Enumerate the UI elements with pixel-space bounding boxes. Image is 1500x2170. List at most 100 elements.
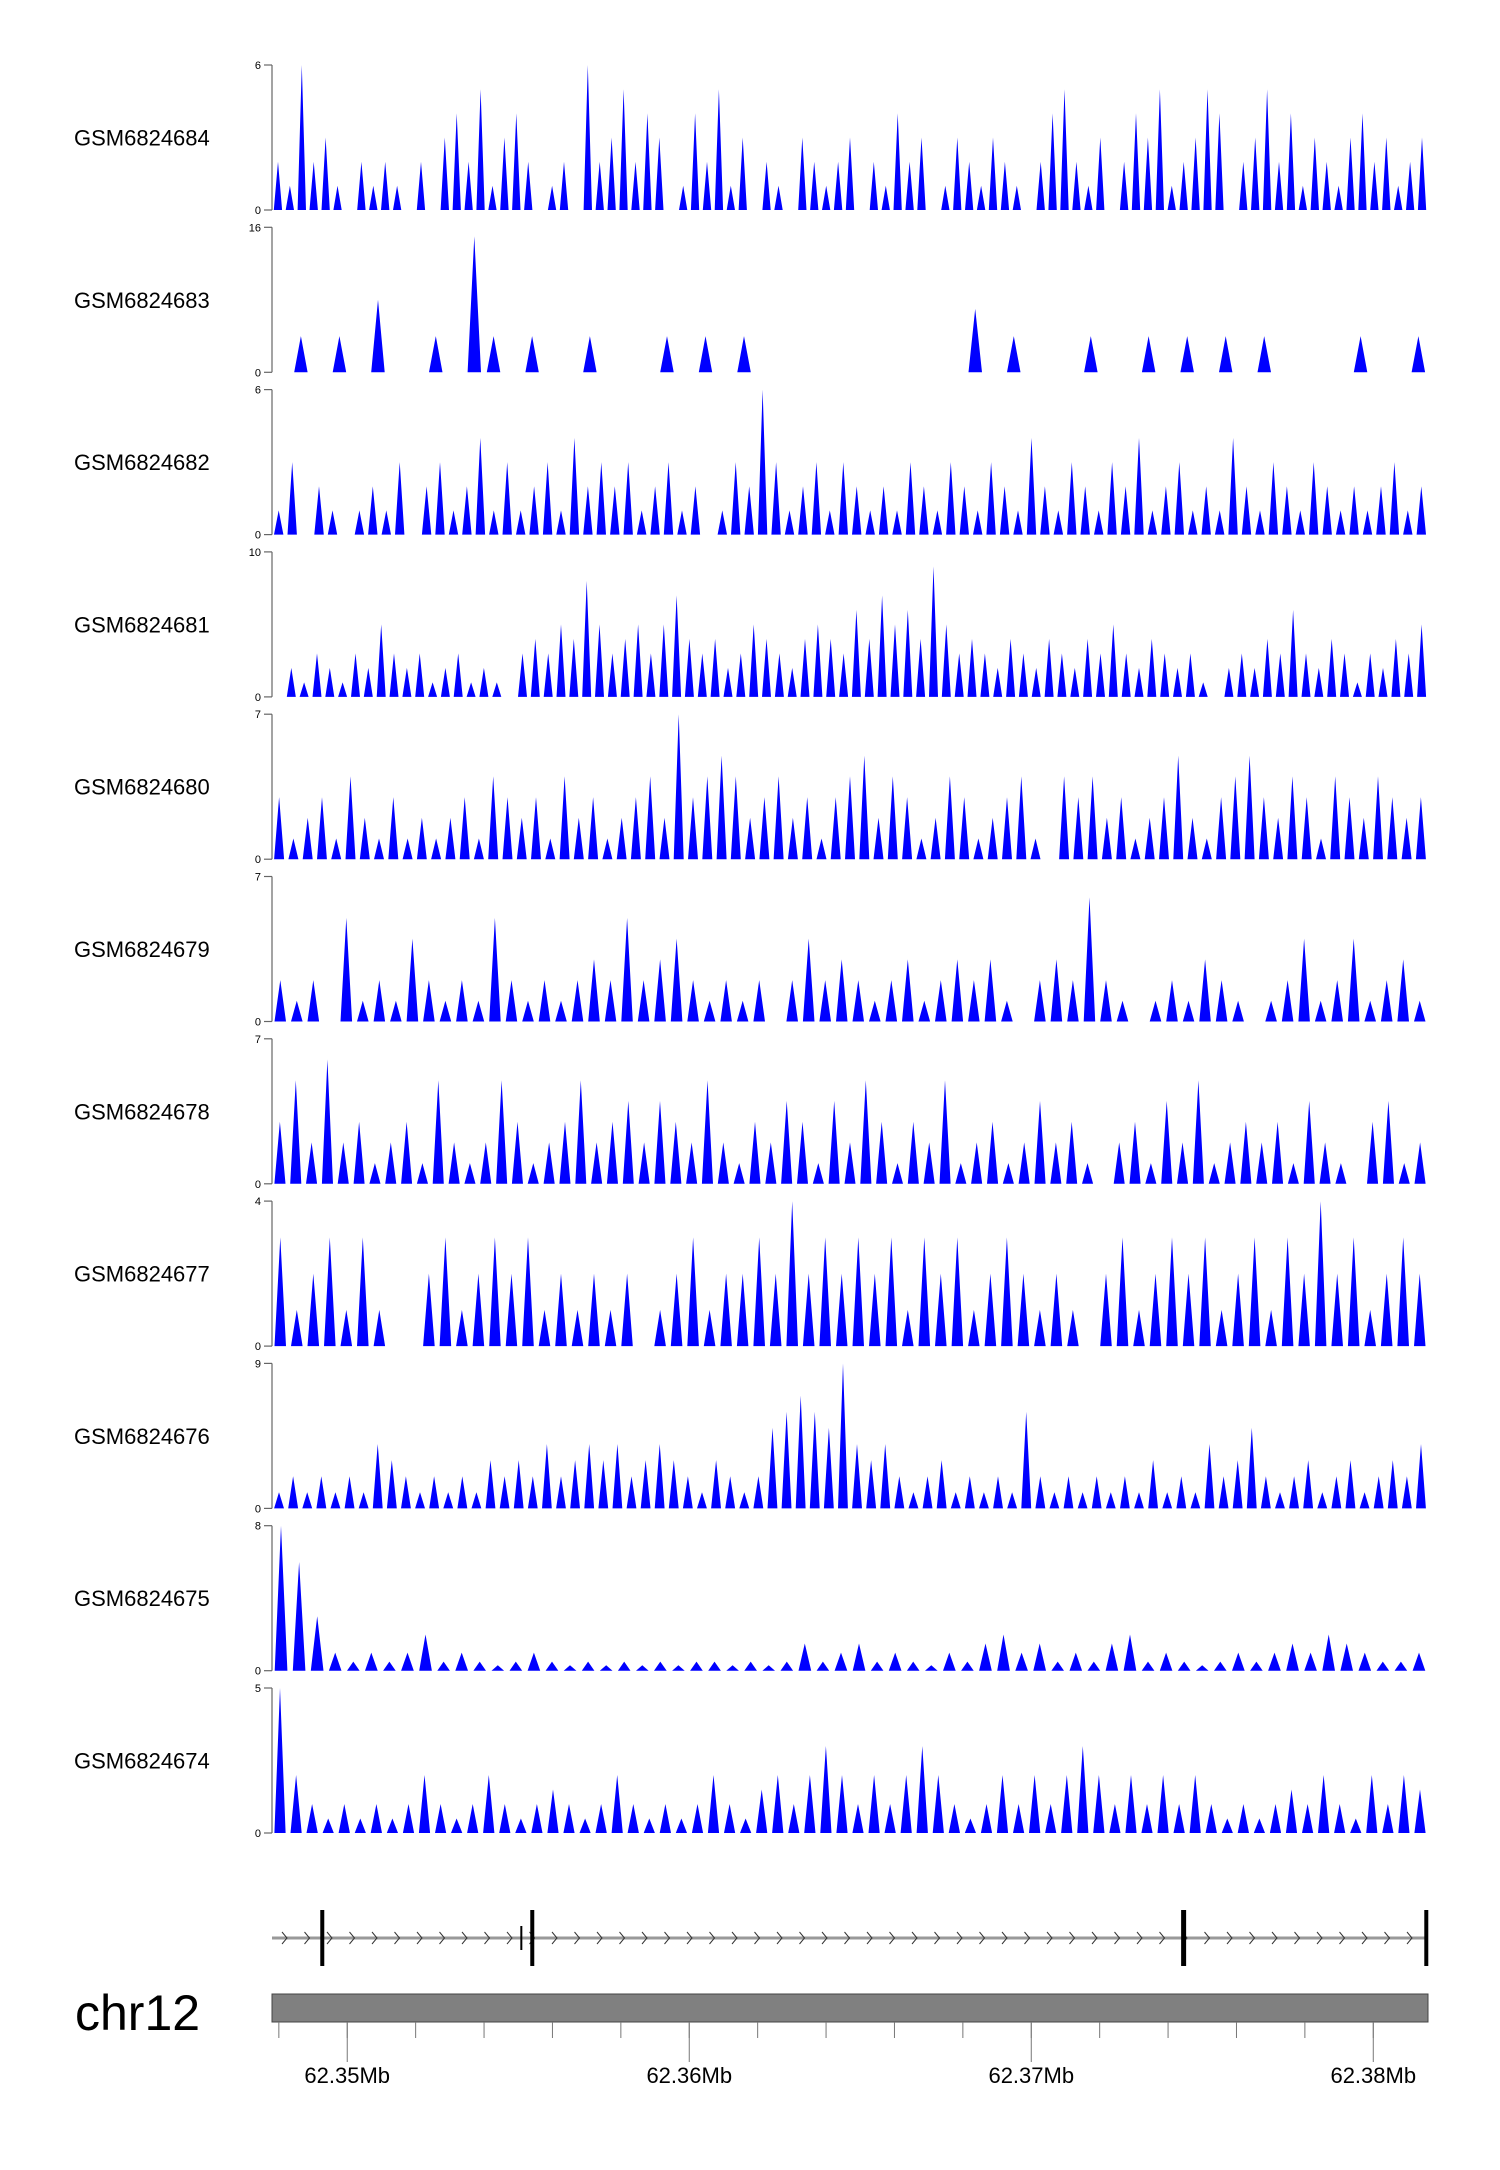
strand-arrow-icon (349, 1931, 356, 1945)
strand-arrow-icon (416, 1931, 423, 1945)
track-GSM6824674: GSM6824674 5 0 (74, 1683, 1428, 1840)
y-min-label: 0 (255, 1503, 261, 1515)
y-min-label: 0 (255, 1828, 261, 1840)
strand-arrow-icon (1091, 1931, 1098, 1945)
track-GSM6824679: GSM6824679 7 0 (74, 872, 1428, 1029)
y-max-label: 9 (255, 1358, 261, 1370)
coverage-area (272, 389, 1428, 535)
strand-arrow-icon (1406, 1931, 1413, 1945)
y-max-label: 4 (255, 1196, 261, 1208)
track-GSM6824683: GSM6824683 16 0 (74, 222, 1428, 379)
coverage-area (272, 236, 1428, 373)
track-label: GSM6824681 (74, 612, 210, 637)
gene-model-track (272, 1910, 1429, 1966)
track-GSM6824680: GSM6824680 7 0 (74, 709, 1428, 866)
chromosome-axis: chr12 62.35Mb 62.36Mb 62.37Mb 62.38Mb (75, 1985, 1429, 2088)
track-label: GSM6824682 (74, 450, 210, 475)
strand-arrow-icon (641, 1931, 648, 1945)
exon-mark (1181, 1910, 1187, 1966)
strand-arrow-icon (1226, 1931, 1233, 1945)
coverage-tracks: GSM682468460GSM6824683160GSM682468260GSM… (74, 60, 1428, 1840)
y-min-label: 0 (255, 692, 261, 704)
chromosome-label: chr12 (75, 1985, 200, 2041)
y-min-label: 0 (255, 1017, 261, 1029)
strand-arrow-icon (439, 1931, 446, 1945)
strand-arrow-icon (731, 1931, 738, 1945)
y-max-label: 7 (255, 1034, 261, 1046)
strand-arrow-icon (889, 1931, 896, 1945)
strand-arrow-icon (304, 1931, 311, 1945)
strand-arrow-icon (1204, 1931, 1211, 1945)
strand-arrow-icon (1361, 1931, 1368, 1945)
strand-arrow-icon (844, 1931, 851, 1945)
track-label: GSM6824684 (74, 126, 210, 151)
strand-arrow-icon (326, 1931, 333, 1945)
x-tick-label: 62.35Mb (304, 2063, 390, 2088)
y-min-label: 0 (255, 205, 261, 217)
track-label: GSM6824678 (74, 1099, 210, 1124)
strand-arrow-icon (1069, 1931, 1076, 1945)
strand-arrow-icon (1316, 1931, 1323, 1945)
strand-arrow-icon (821, 1931, 828, 1945)
track-GSM6824677: GSM6824677 4 0 (74, 1196, 1428, 1353)
strand-arrow-icon (866, 1931, 873, 1945)
strand-arrow-icon (484, 1931, 491, 1945)
track-GSM6824675: GSM6824675 8 0 (74, 1521, 1428, 1678)
track-GSM6824681: GSM6824681 10 0 (74, 547, 1428, 704)
coverage-area (272, 1688, 1428, 1833)
strand-arrow-icon (1159, 1931, 1166, 1945)
strand-arrow-icon (371, 1931, 378, 1945)
coverage-area (272, 1059, 1428, 1184)
track-label: GSM6824679 (74, 937, 210, 962)
x-tick-label: 62.36Mb (646, 2063, 732, 2088)
strand-arrow-icon (506, 1931, 513, 1945)
strand-arrow-icon (1001, 1931, 1008, 1945)
coverage-area (272, 65, 1428, 210)
track-GSM6824684: GSM6824684 6 0 (74, 60, 1428, 217)
strand-arrow-icon (461, 1931, 468, 1945)
strand-arrow-icon (596, 1931, 603, 1945)
strand-arrow-icon (1249, 1931, 1256, 1945)
strand-arrow-icon (1384, 1931, 1391, 1945)
y-max-label: 10 (249, 547, 261, 559)
x-tick-label: 62.37Mb (988, 2063, 1074, 2088)
y-max-label: 16 (249, 222, 261, 234)
strand-arrow-icon (1046, 1931, 1053, 1945)
coverage-area (272, 566, 1428, 697)
strand-arrow-icon (281, 1931, 288, 1945)
y-max-label: 6 (255, 60, 261, 72)
track-label: GSM6824683 (74, 288, 210, 313)
strand-arrow-icon (1271, 1931, 1278, 1945)
exon-mark (530, 1910, 535, 1966)
strand-arrow-icon (1339, 1931, 1346, 1945)
y-min-label: 0 (255, 854, 261, 866)
exon-mark (1424, 1910, 1429, 1966)
y-max-label: 8 (255, 1521, 261, 1533)
chromosome-bar (271, 1993, 1429, 2023)
strand-arrow-icon (1114, 1931, 1121, 1945)
y-min-label: 0 (255, 1341, 261, 1353)
coverage-area (272, 714, 1428, 860)
strand-arrow-icon (1136, 1931, 1143, 1945)
coverage-area (272, 1525, 1428, 1671)
strand-arrow-icon (956, 1931, 963, 1945)
y-min-label: 0 (255, 1179, 261, 1191)
y-max-label: 7 (255, 709, 261, 721)
strand-arrow-icon (934, 1931, 941, 1945)
strand-arrow-icon (394, 1931, 401, 1945)
strand-arrow-icon (776, 1931, 783, 1945)
track-GSM6824678: GSM6824678 7 0 (74, 1034, 1428, 1191)
strand-arrow-icon (799, 1931, 806, 1945)
track-label: GSM6824674 (74, 1749, 210, 1774)
coverage-area (272, 897, 1428, 1022)
track-GSM6824676: GSM6824676 9 0 (74, 1358, 1428, 1515)
strand-arrow-icon (754, 1931, 761, 1945)
strand-arrow-icon (979, 1931, 986, 1945)
strand-arrow-icon (911, 1931, 918, 1945)
track-label: GSM6824677 (74, 1262, 210, 1287)
strand-arrow-icon (664, 1931, 671, 1945)
track-label: GSM6824680 (74, 775, 210, 800)
strand-arrow-icon (551, 1931, 558, 1945)
strand-arrow-icon (686, 1931, 693, 1945)
